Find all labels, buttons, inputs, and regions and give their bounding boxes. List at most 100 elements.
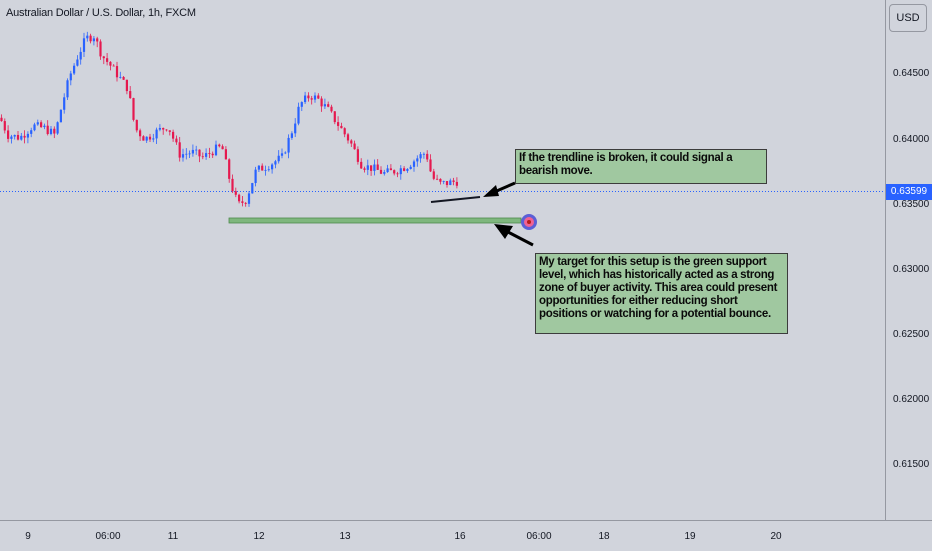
candle-body <box>59 109 62 123</box>
candle-body <box>218 144 221 147</box>
price-tick: 0.61500 <box>893 459 930 470</box>
candle-body <box>139 130 142 137</box>
candle-body <box>211 153 214 156</box>
time-tick: 16 <box>454 531 466 542</box>
candle-body <box>205 153 208 157</box>
support-zone[interactable] <box>228 217 522 224</box>
candle-body <box>36 122 39 125</box>
candle-body <box>343 128 346 135</box>
price-tick: 0.62000 <box>893 394 930 405</box>
candle-body <box>49 128 53 135</box>
price-axis[interactable] <box>885 0 932 520</box>
candle-body <box>7 130 10 139</box>
candle-body <box>155 129 158 139</box>
candle-body <box>340 125 343 129</box>
time-tick: 06:00 <box>526 531 552 542</box>
candle-body <box>73 65 76 74</box>
candle-body <box>356 149 359 162</box>
candle-body <box>3 121 6 131</box>
candle-body <box>89 35 92 42</box>
candle-body <box>346 134 350 141</box>
time-axis[interactable] <box>0 520 932 551</box>
candle-body <box>333 111 336 123</box>
candle-body <box>79 51 82 60</box>
candle-body <box>109 61 112 66</box>
price-chart[interactable] <box>0 0 885 520</box>
candle-body <box>16 134 20 140</box>
candle-body <box>145 136 148 141</box>
chart-title: Australian Dollar / U.S. Dollar, 1h, FXC… <box>6 7 196 19</box>
candle-body <box>251 183 254 194</box>
candle-body <box>436 178 439 180</box>
candle-body <box>277 155 280 162</box>
candle-body <box>165 129 168 131</box>
candle-body <box>294 123 297 134</box>
candle-body <box>452 180 455 182</box>
candle-body <box>92 38 95 42</box>
candle-body <box>168 130 171 132</box>
candle-body <box>76 59 79 66</box>
candle-body <box>370 165 373 171</box>
price-tick: 0.64000 <box>893 134 930 145</box>
candle-body <box>0 117 3 122</box>
candle-body <box>373 164 376 171</box>
time-tick: 06:00 <box>95 531 121 542</box>
candle-body <box>403 168 406 171</box>
candle-body <box>208 153 211 154</box>
candle-body <box>247 193 251 204</box>
candle-body <box>102 56 105 59</box>
candle-body <box>386 168 389 173</box>
candle-body <box>297 106 300 124</box>
candle-body <box>330 106 333 112</box>
target-note[interactable]: My target for this setup is the green su… <box>535 253 788 334</box>
time-tick: 13 <box>339 531 351 542</box>
candle-body <box>267 169 270 171</box>
candle-body <box>162 127 165 130</box>
candle-body <box>439 178 442 182</box>
candle-body <box>175 138 178 143</box>
candle-body <box>360 161 363 169</box>
candle-body <box>148 136 152 140</box>
candle-body <box>142 136 145 141</box>
candle-body <box>376 164 379 170</box>
trendline-note[interactable]: If the trendline is broken, it could sig… <box>515 149 767 184</box>
trendline[interactable] <box>430 196 481 203</box>
candle-body <box>69 73 72 81</box>
candle-body <box>191 149 194 154</box>
trendline-arrow[interactable] <box>483 181 516 197</box>
candle-body <box>383 172 386 174</box>
candle-body <box>56 122 59 134</box>
currency-button[interactable]: USD <box>889 4 927 32</box>
candle-body <box>422 153 425 155</box>
candle-body <box>33 124 36 131</box>
candle-body <box>112 65 115 67</box>
candle-body <box>86 35 89 39</box>
target-marker[interactable] <box>521 214 537 230</box>
price-tick: 0.62500 <box>893 329 930 340</box>
candle-body <box>234 191 237 195</box>
candle-body <box>257 165 260 170</box>
candle-body <box>353 143 356 150</box>
candle-body <box>300 102 303 107</box>
candle-body <box>40 122 43 128</box>
candle-body <box>307 95 310 99</box>
candle-body <box>13 134 16 137</box>
candle-body <box>323 104 326 107</box>
candle-body <box>261 165 264 171</box>
candle-body <box>426 153 429 160</box>
candle-body <box>412 161 416 167</box>
current-price-label: 0.63599 <box>886 184 932 200</box>
candle-body <box>132 98 135 120</box>
candle-body <box>416 158 419 162</box>
candle-body <box>432 171 435 179</box>
candle-body <box>313 95 317 100</box>
candle-body <box>455 181 458 186</box>
candle-body <box>393 170 396 174</box>
candle-body <box>284 152 287 154</box>
candle-body <box>327 104 330 107</box>
candle-body <box>366 165 369 170</box>
price-tick: 0.64500 <box>893 68 930 79</box>
candle-body <box>231 178 234 192</box>
candle-body <box>30 130 33 134</box>
support-arrow[interactable] <box>494 224 534 247</box>
